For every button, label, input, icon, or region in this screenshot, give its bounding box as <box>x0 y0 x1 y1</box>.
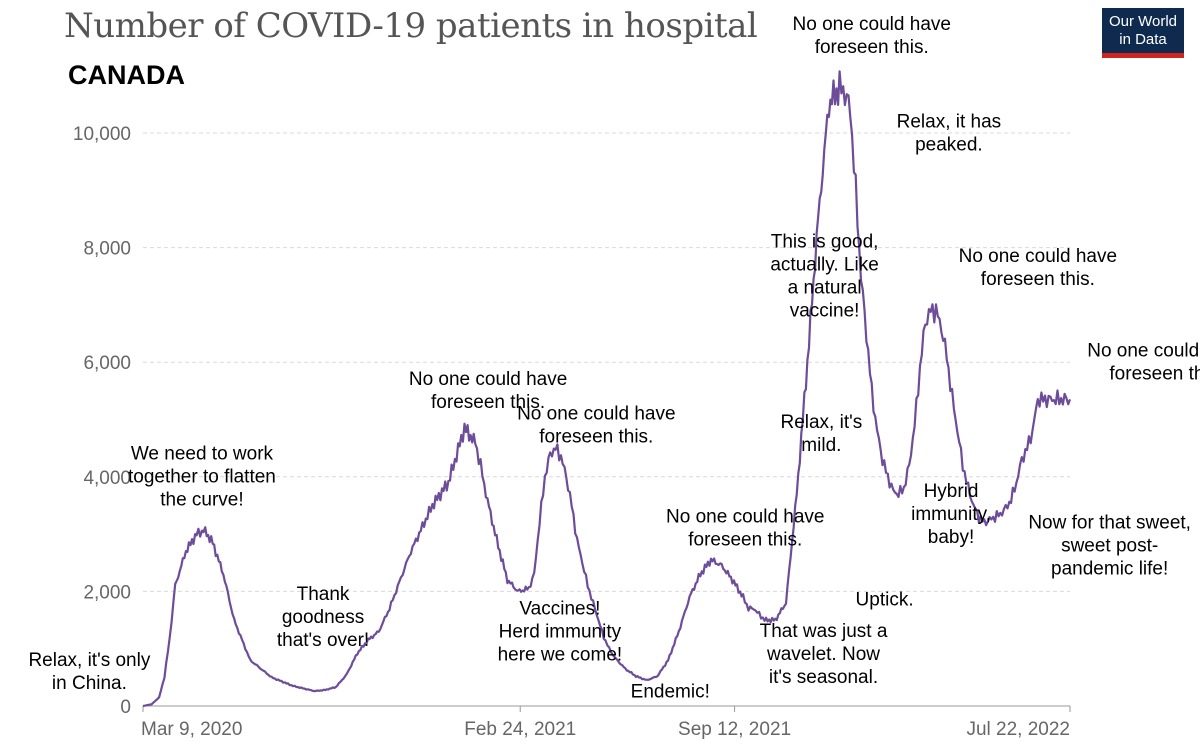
y-axis: 0 2,000 4,000 6,000 8,000 10,000 <box>73 124 131 718</box>
x-tick-label: Jul 22, 2022 <box>966 719 1070 740</box>
annotation-line: Now for that sweet, <box>1028 512 1191 533</box>
annotations: Relax, it's only in China. We need to work… <box>28 14 1200 703</box>
gridlines <box>143 132 1070 592</box>
annotation-line: foreseen this. <box>431 392 545 413</box>
annotation-line: foreseen this. <box>688 530 802 551</box>
annotation-line: Endemic! <box>631 681 710 702</box>
annotation-line: Herd immunity <box>499 621 622 642</box>
annotation-line: foreseen this. <box>981 269 1095 290</box>
annotation: Vaccines! Herd immunity here we come! <box>498 598 623 665</box>
annotation: Relax, it's only in China. <box>28 650 150 694</box>
annotation-line: Relax, it's only <box>28 650 150 671</box>
annotation-line: baby! <box>928 527 974 548</box>
annotation: Hybrid immunity, baby! <box>911 481 991 548</box>
country-label: CANADA <box>68 60 185 90</box>
annotation-line: No one could have <box>409 369 567 390</box>
annotation-line: No one could have <box>666 507 824 528</box>
x-tick-label: Sep 12, 2021 <box>678 719 791 740</box>
annotation-line: foreseen this. <box>1109 363 1200 384</box>
annotation-line: mild. <box>801 435 841 456</box>
y-tick-label: 8,000 <box>83 239 131 260</box>
annotation: Uptick. <box>856 590 914 611</box>
annotation-line: together to flatten <box>128 467 276 488</box>
annotation-line: Thank <box>297 584 350 605</box>
annotation-line: in China. <box>52 673 127 694</box>
annotation-line: Hybrid <box>924 481 979 502</box>
annotation-line: No one could have <box>1087 340 1200 361</box>
annotation-line: Relax, it's <box>780 412 862 433</box>
annotation: Thank goodness that's over! <box>277 584 369 651</box>
logo-line-2: in Data <box>1119 31 1167 48</box>
annotation-line: wavelet. Now <box>766 644 880 665</box>
annotation-line: pandemic life! <box>1051 558 1168 579</box>
annotation: We need to work together to flatten the cu… <box>128 444 276 511</box>
y-tick-label: 6,000 <box>83 353 131 374</box>
annotation-line: that's over! <box>277 630 369 651</box>
logo-line-1: Our World <box>1108 13 1178 30</box>
annotation-line: vaccine! <box>790 301 860 322</box>
our-world-in-data-logo[interactable]: Our World in Data <box>1102 8 1184 58</box>
annotation: Endemic! <box>631 681 710 702</box>
annotation-line: the curve! <box>160 490 243 511</box>
annotation-line: foreseen this. <box>815 37 929 58</box>
annotation-line: Vaccines! <box>519 598 600 619</box>
annotation-line: actually. Like <box>770 255 878 276</box>
annotation: That was just a wavelet. Now it's seasonal… <box>760 621 888 688</box>
annotation-line: goodness <box>282 607 364 628</box>
annotation-line: peaked. <box>915 134 983 155</box>
chart-title: Number of COVID-19 patients in hospital <box>64 6 758 46</box>
annotation-line: Uptick. <box>856 590 914 611</box>
annotation: Relax, it's mild. <box>780 412 862 456</box>
annotation-line: No one could have <box>517 404 675 425</box>
annotation: Relax, it has peaked. <box>897 111 1002 155</box>
x-tick-label: Mar 9, 2020 <box>141 719 242 740</box>
logo-accent-bar <box>1102 53 1184 58</box>
annotation-line: Relax, it has <box>897 111 1002 132</box>
series-line-canada <box>142 70 1072 708</box>
y-tick-label: 4,000 <box>83 468 131 489</box>
annotation-line: No one could have <box>959 246 1117 267</box>
annotation-line: That was just a <box>760 621 888 642</box>
x-tick-label: Feb 24, 2021 <box>464 719 576 740</box>
annotation: This is good, actually. Like a natural vacc… <box>770 232 878 322</box>
annotation-line: it's seasonal. <box>769 667 878 688</box>
annotation-line: foreseen this. <box>539 427 653 448</box>
annotation-line: immunity, <box>911 504 991 525</box>
annotation-line: sweet post- <box>1061 535 1158 556</box>
annotation-line: No one could have <box>793 14 951 35</box>
annotation-line: This is good, <box>771 232 879 253</box>
annotation-line: here we come! <box>498 644 623 665</box>
annotation: Now for that sweet, sweet post-pandemic l… <box>1028 512 1191 579</box>
x-axis: Mar 9, 2020 Feb 24, 2021 Sep 12, 2021 Jul 2… <box>141 705 1071 740</box>
y-tick-label: 10,000 <box>73 124 131 145</box>
y-tick-label: 0 <box>120 697 131 718</box>
y-tick-label: 2,000 <box>83 582 131 603</box>
annotation-line: We need to work <box>131 444 274 465</box>
annotation-line: a natural <box>788 278 862 299</box>
